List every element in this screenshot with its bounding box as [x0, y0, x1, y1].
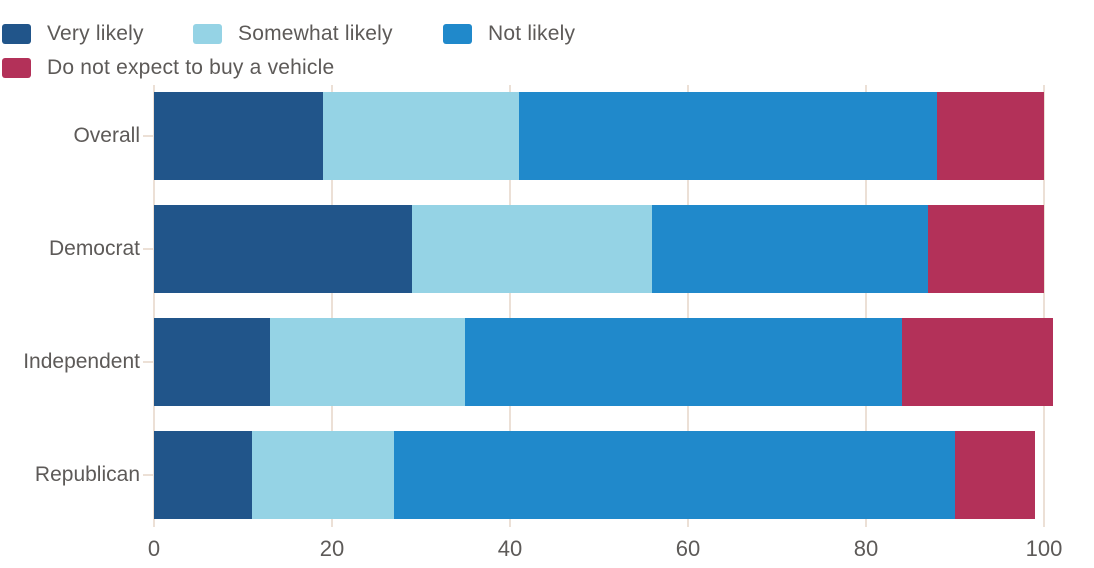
bar-segment-do-not-expect-to-buy-a-vehicle	[937, 92, 1044, 180]
legend-item-2: Somewhat likely	[193, 22, 393, 45]
bar-row-democrat	[154, 205, 1044, 293]
bar-segment-do-not-expect-to-buy-a-vehicle	[954, 431, 1036, 519]
bar-segment-somewhat-likely	[323, 92, 519, 180]
x-tick-label-100: 100	[1025, 536, 1063, 561]
legend-swatch-icon	[443, 24, 472, 44]
category-label-republican: Republican	[34, 463, 140, 486]
x-tick-label-40: 40	[497, 536, 523, 561]
bar-row-overall	[154, 92, 1044, 180]
gridline-60	[687, 85, 689, 527]
x-tick-label-0: 0	[147, 536, 161, 561]
bar-segment-not-likely	[465, 318, 902, 406]
gridline-0	[153, 85, 155, 527]
category-tick	[143, 135, 154, 137]
legend-swatch-icon	[193, 24, 222, 44]
bar-segment-very-likely	[154, 205, 413, 293]
x-tick-label-80: 80	[853, 536, 879, 561]
legend-item-label: Very likely	[47, 22, 144, 45]
legend-item-4: Do not expect to buy a vehicle	[2, 56, 335, 79]
category-tick	[143, 248, 154, 250]
category-label-overall: Overall	[73, 124, 140, 147]
x-tick-label-60: 60	[675, 536, 701, 561]
gridline-40	[509, 85, 511, 527]
category-tick	[143, 474, 154, 476]
bar-row-republican	[154, 431, 1036, 519]
bar-segment-somewhat-likely	[412, 205, 653, 293]
legend-item-label: Do not expect to buy a vehicle	[47, 56, 335, 79]
category-label-independent: Independent	[23, 350, 140, 373]
bar-segment-not-likely	[652, 205, 929, 293]
bar-segment-do-not-expect-to-buy-a-vehicle	[901, 318, 1053, 406]
bar-segment-do-not-expect-to-buy-a-vehicle	[928, 205, 1044, 293]
gridline-100	[1043, 85, 1045, 527]
bar-segment-somewhat-likely	[269, 318, 466, 406]
legend-item-3: Not likely	[443, 22, 576, 45]
x-tick-label-20: 20	[319, 536, 345, 561]
legend-item-1: Very likely	[2, 22, 144, 45]
bar-segment-very-likely	[154, 92, 324, 180]
legend-item-label: Somewhat likely	[238, 22, 393, 45]
bar-segment-very-likely	[154, 318, 270, 406]
category-label-democrat: Democrat	[48, 237, 140, 260]
gridline-80	[865, 85, 867, 527]
legend-item-label: Not likely	[488, 22, 576, 45]
bar-row-independent	[154, 318, 1053, 406]
bar-segment-not-likely	[518, 92, 938, 180]
legend-swatch-icon	[2, 24, 31, 44]
category-tick	[143, 361, 154, 363]
bar-segment-somewhat-likely	[251, 431, 395, 519]
bar-segment-very-likely	[154, 431, 252, 519]
gridline-20	[331, 85, 333, 527]
legend-swatch-icon	[2, 58, 31, 78]
bar-segment-not-likely	[394, 431, 955, 519]
